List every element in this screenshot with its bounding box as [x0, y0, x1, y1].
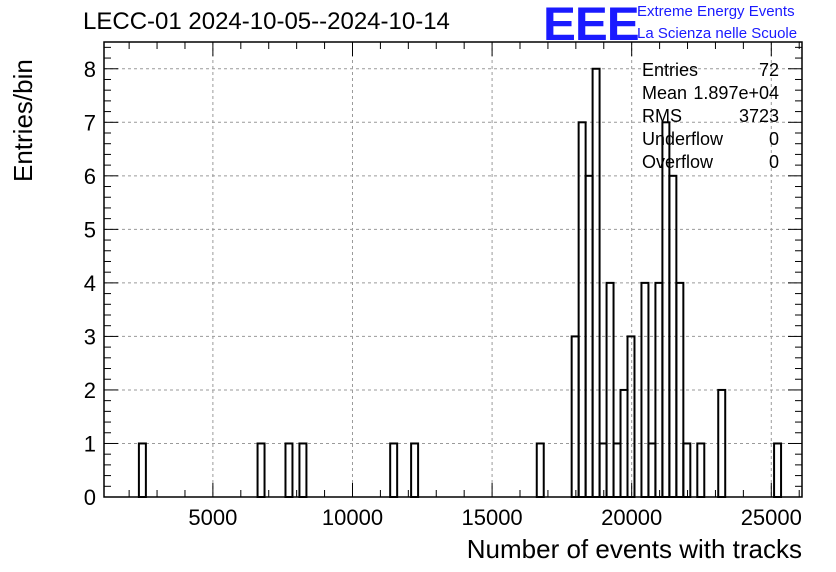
histogram-bin [389, 442, 399, 498]
histogram-bin [535, 442, 545, 498]
y-tick-label: 7 [84, 110, 96, 135]
histogram-bin [577, 121, 587, 498]
x-tick-label: 20000 [601, 505, 662, 530]
chart-title: LECC-01 2024-10-05--2024-10-14 [83, 8, 450, 35]
stat-entries-label: Entries [642, 60, 699, 80]
histogram-bin [682, 442, 692, 498]
grid-layer [104, 42, 802, 497]
histogram-bin [626, 335, 636, 499]
histogram-bin [284, 442, 294, 498]
y-tick-label: 1 [84, 431, 96, 456]
x-tick-label: 15000 [461, 505, 522, 530]
y-tick-label: 3 [84, 324, 96, 349]
logo-tagline-1: Extreme Energy Events [637, 3, 795, 20]
stat-underflow-label: Underflow [642, 129, 724, 149]
logo-tagline-2: La Scienza nelle Scuole [637, 25, 798, 42]
histogram-bin [298, 442, 308, 498]
eee-logo: EEE [543, 0, 640, 50]
axes-layer: 5000 10000 15000 20000 25000 0 1 2 3 4 5 6 7 8 [84, 41, 803, 530]
histogram-bin [598, 442, 608, 498]
y-tick-label: 8 [84, 57, 96, 82]
stat-overflow-value: 0 [768, 152, 779, 172]
stat-mean-label: Mean [642, 83, 688, 103]
y-tick-label: 6 [84, 164, 96, 189]
y-tick-label: 5 [84, 217, 96, 242]
histogram-bin [410, 442, 420, 498]
histogram-bin [256, 442, 266, 498]
stat-rms-label: RMS [642, 106, 682, 126]
y-axis-label: Entries/bin [8, 59, 38, 182]
plot-frame [103, 41, 803, 498]
x-axis-label: Number of events with tracks [466, 534, 802, 564]
stat-mean-value: 1.897e+04 [693, 83, 779, 103]
stat-rms-value: 3723 [738, 106, 779, 126]
histogram-bin [612, 442, 622, 498]
x-tick-label: 25000 [741, 505, 802, 530]
histogram-bin [570, 335, 580, 499]
y-tick-label: 2 [84, 378, 96, 403]
stat-overflow-label: Overflow [642, 152, 714, 172]
histogram-bin [661, 121, 671, 498]
x-tick-label: 10000 [322, 505, 383, 530]
stat-entries-value: 72 [758, 60, 779, 80]
x-tick-label: 5000 [188, 505, 237, 530]
histogram-bin [696, 442, 706, 498]
stat-underflow-value: 0 [768, 129, 779, 149]
histogram-bin [773, 442, 783, 498]
y-tick-label: 0 [84, 485, 96, 510]
histogram-bin [137, 442, 147, 498]
histogram-bin [647, 442, 657, 498]
y-tick-label: 4 [84, 271, 96, 296]
